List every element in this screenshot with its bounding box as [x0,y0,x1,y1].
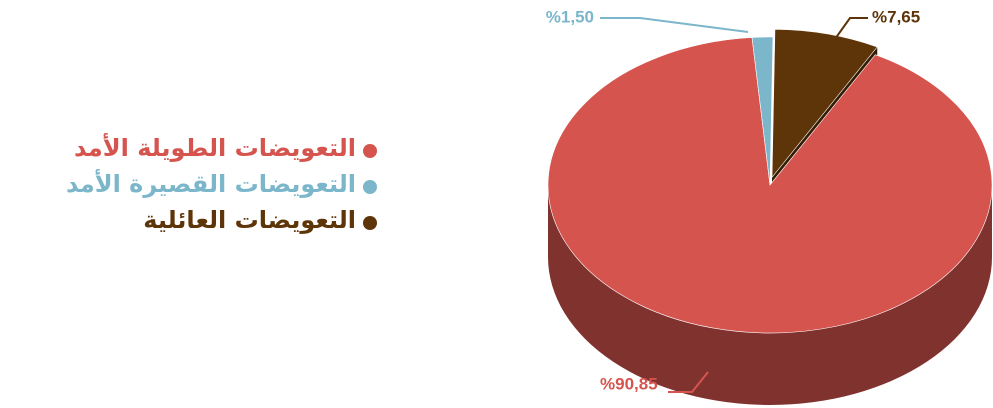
legend-marker [363,144,377,158]
legend-label: التعويضات العائلية [143,206,356,234]
leader-line [600,17,749,33]
data-label: %1,50 [546,7,594,26]
slice [547,37,993,334]
slice [751,36,774,186]
legend-label: التعويضات القصيرة الأمد [66,169,356,198]
legend-marker [363,216,377,230]
leader-line [829,17,868,47]
slice-side [548,185,992,405]
slice [771,28,878,179]
legend-marker [363,180,377,194]
leader-line [668,371,709,393]
legend-label: التعويضات الطويلة الأمد [74,133,356,162]
data-label: %90,85 [600,374,658,393]
data-label: %7,65 [872,7,920,26]
